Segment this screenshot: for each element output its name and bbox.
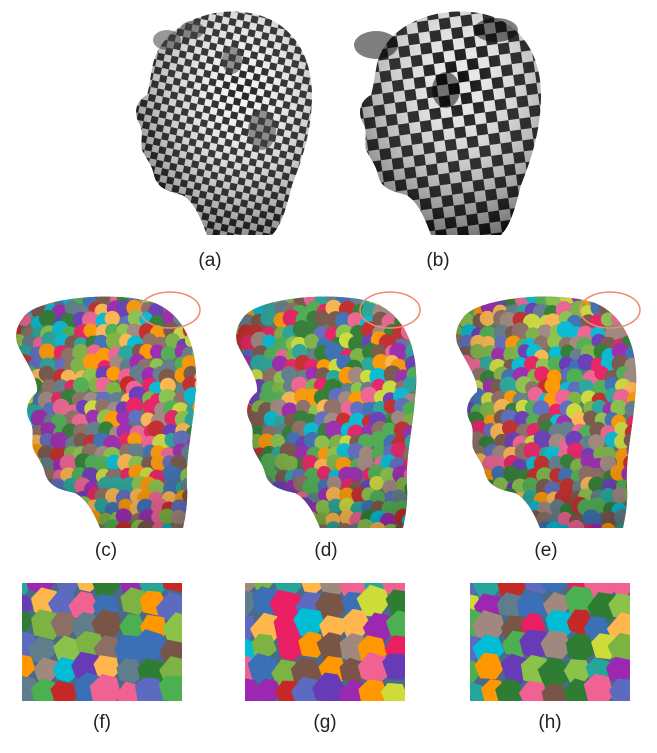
panel-a-image — [112, 0, 322, 238]
panel-f-image — [22, 583, 182, 701]
panel-c-image — [5, 288, 205, 533]
highlight-ellipse — [139, 291, 201, 329]
panel-e-caption: (e) — [534, 540, 558, 561]
panel-b-image — [336, 0, 551, 238]
panel-a-caption: (a) — [198, 250, 222, 271]
panel-h-image — [470, 583, 630, 701]
panel-c-caption: (c) — [94, 540, 118, 561]
panel-d-caption: (d) — [314, 540, 338, 561]
panel-e-image — [445, 288, 645, 533]
panel-g-caption: (g) — [313, 712, 337, 733]
panel-h-caption: (h) — [538, 712, 562, 733]
highlight-ellipse — [359, 291, 421, 329]
panel-f-caption: (f) — [93, 712, 111, 733]
highlight-ellipse — [579, 291, 641, 329]
panel-g-image — [245, 583, 405, 701]
panel-d-image — [225, 288, 425, 533]
panel-b-caption: (b) — [426, 250, 450, 271]
